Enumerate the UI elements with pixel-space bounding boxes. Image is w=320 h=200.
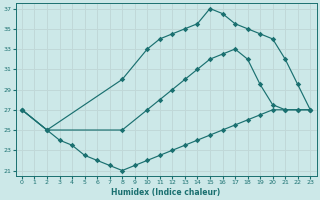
X-axis label: Humidex (Indice chaleur): Humidex (Indice chaleur) — [111, 188, 221, 197]
